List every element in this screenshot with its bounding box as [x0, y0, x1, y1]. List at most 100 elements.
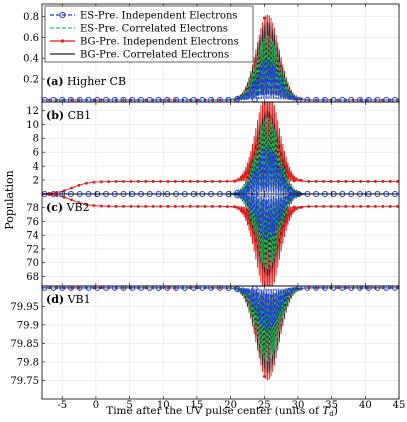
series-marker-bg-ind [166, 204, 170, 208]
x-tick-label: 20 [224, 400, 237, 411]
panel-label-name: VB2 [63, 201, 90, 214]
y-tick-label: 74 [26, 231, 39, 242]
series-marker-es-ind [129, 194, 136, 197]
series-marker-bg-ind [203, 204, 207, 208]
series-marker-es-ind [94, 194, 101, 197]
series-marker-bg-ind [188, 204, 192, 208]
series-marker-es-ind [269, 66, 276, 73]
series-marker-es-ind [348, 194, 355, 197]
legend-box [44, 5, 254, 63]
series-marker-es-ind [155, 96, 162, 102]
series-marker-bg-ind [159, 180, 162, 183]
series-marker-es-ind [286, 93, 293, 100]
series-marker-es-ind [383, 191, 390, 194]
series-marker-es-ind [356, 96, 363, 102]
series-marker-bg-ind [218, 204, 222, 208]
series-marker-bg-ind [240, 175, 244, 179]
x-tick-label: 30 [292, 400, 305, 411]
series-marker-bg-ind [344, 204, 348, 208]
series-marker-es-ind [85, 194, 92, 197]
panel-label-letter: (d) [46, 293, 64, 306]
series-marker-es-ind [102, 286, 109, 291]
series-marker-es-ind [348, 286, 355, 291]
series-marker-bg-ind [329, 204, 333, 208]
series-marker-es-ind [278, 306, 285, 313]
series-marker-es-ind [286, 187, 293, 194]
series-marker-es-ind [348, 96, 355, 102]
series-marker-bg-ind [374, 180, 377, 183]
series-marker-bg-ind [85, 181, 88, 185]
series-marker-bg-ind [77, 183, 81, 187]
series-marker-es-ind [260, 293, 267, 300]
series-marker-es-ind [50, 286, 57, 291]
x-tick-label: -5 [57, 400, 67, 411]
series-marker-es-ind [59, 286, 66, 291]
series-marker-es-ind [50, 96, 57, 102]
series-marker-bg-ind [314, 180, 318, 183]
series-marker-es-ind [269, 225, 276, 232]
series-marker-es-ind [76, 191, 83, 194]
series-marker-es-ind [278, 214, 285, 221]
legend-label: BG-Pre. Independent Electrons [80, 37, 239, 48]
series-marker-bg-ind [225, 205, 229, 208]
y-tick-label: 70 [26, 258, 39, 269]
x-axis-label-prefix: Time after the UV pulse center (units of [106, 405, 322, 417]
series-marker-bg-ind [188, 180, 192, 183]
y-tick-label: 0.6 [23, 33, 39, 44]
x-axis-label-sym: T [322, 405, 330, 417]
series-marker-bg-ind [381, 180, 385, 183]
series-marker-bg-ind [285, 220, 288, 223]
series-marker-es-ind [173, 96, 180, 102]
series-marker-es-ind [85, 96, 92, 102]
series-marker-bg-ind [144, 180, 148, 183]
series-marker-bg-ind [292, 205, 296, 209]
y-tick-label: 2 [33, 176, 39, 187]
series-marker-bg-ind [240, 209, 244, 213]
series-marker-bg-ind [396, 180, 399, 183]
series-marker-bg-ind [129, 180, 133, 183]
series-marker-bg-ind [322, 180, 325, 183]
series-marker-es-ind [348, 191, 355, 194]
y-tick-label: 0.8 [23, 12, 39, 23]
series-marker-bg-ind [196, 204, 199, 208]
series-marker-bg-ind [173, 180, 177, 183]
series-marker-es-ind [391, 96, 398, 102]
series-marker-bg-ind [262, 16, 266, 20]
panel-label-letter: (b) [46, 109, 64, 122]
series-marker-es-ind [181, 191, 188, 194]
y-tick-label: 0.4 [23, 54, 39, 65]
series-marker-es-ind [94, 286, 101, 291]
legend-label: ES-Pre. Independent Electrons [80, 11, 238, 22]
series-marker-es-ind [356, 191, 363, 194]
series-marker-es-ind [313, 96, 320, 102]
series-marker-es-ind [190, 191, 197, 194]
series-marker-bg-ind [181, 180, 185, 183]
series-marker-es-ind [164, 194, 171, 197]
series-marker-es-ind [138, 194, 145, 197]
y-tick-label: 79.95 [10, 302, 39, 313]
series-marker-es-ind [225, 96, 232, 102]
series-marker-es-ind [243, 93, 250, 100]
series-marker-bg-ind [173, 204, 177, 208]
y-tick-label: 4 [33, 162, 39, 173]
series-marker-es-ind [313, 286, 320, 291]
x-tick-label: 40 [359, 400, 372, 411]
series-marker-es-ind [42, 191, 48, 194]
series-marker-es-ind [286, 194, 293, 201]
panel-label: (a) Higher CB [46, 75, 126, 88]
series-marker-es-ind [234, 189, 241, 194]
y-axis-label: Population [3, 170, 16, 229]
x-tick-label: 35 [325, 400, 338, 411]
series-marker-es-ind [138, 286, 145, 291]
series-marker-es-ind [391, 191, 398, 194]
series-marker-es-ind [50, 194, 57, 197]
series-marker-bg-ind [159, 204, 162, 208]
series-marker-es-ind [67, 191, 74, 194]
series-marker-bg-ind [218, 180, 222, 183]
x-tick-label: 15 [191, 400, 204, 411]
series-marker-es-ind [146, 194, 153, 197]
series-marker-bg-ind [344, 180, 348, 183]
series-marker-es-ind [286, 288, 293, 295]
series-marker-bg-ind [336, 204, 340, 208]
